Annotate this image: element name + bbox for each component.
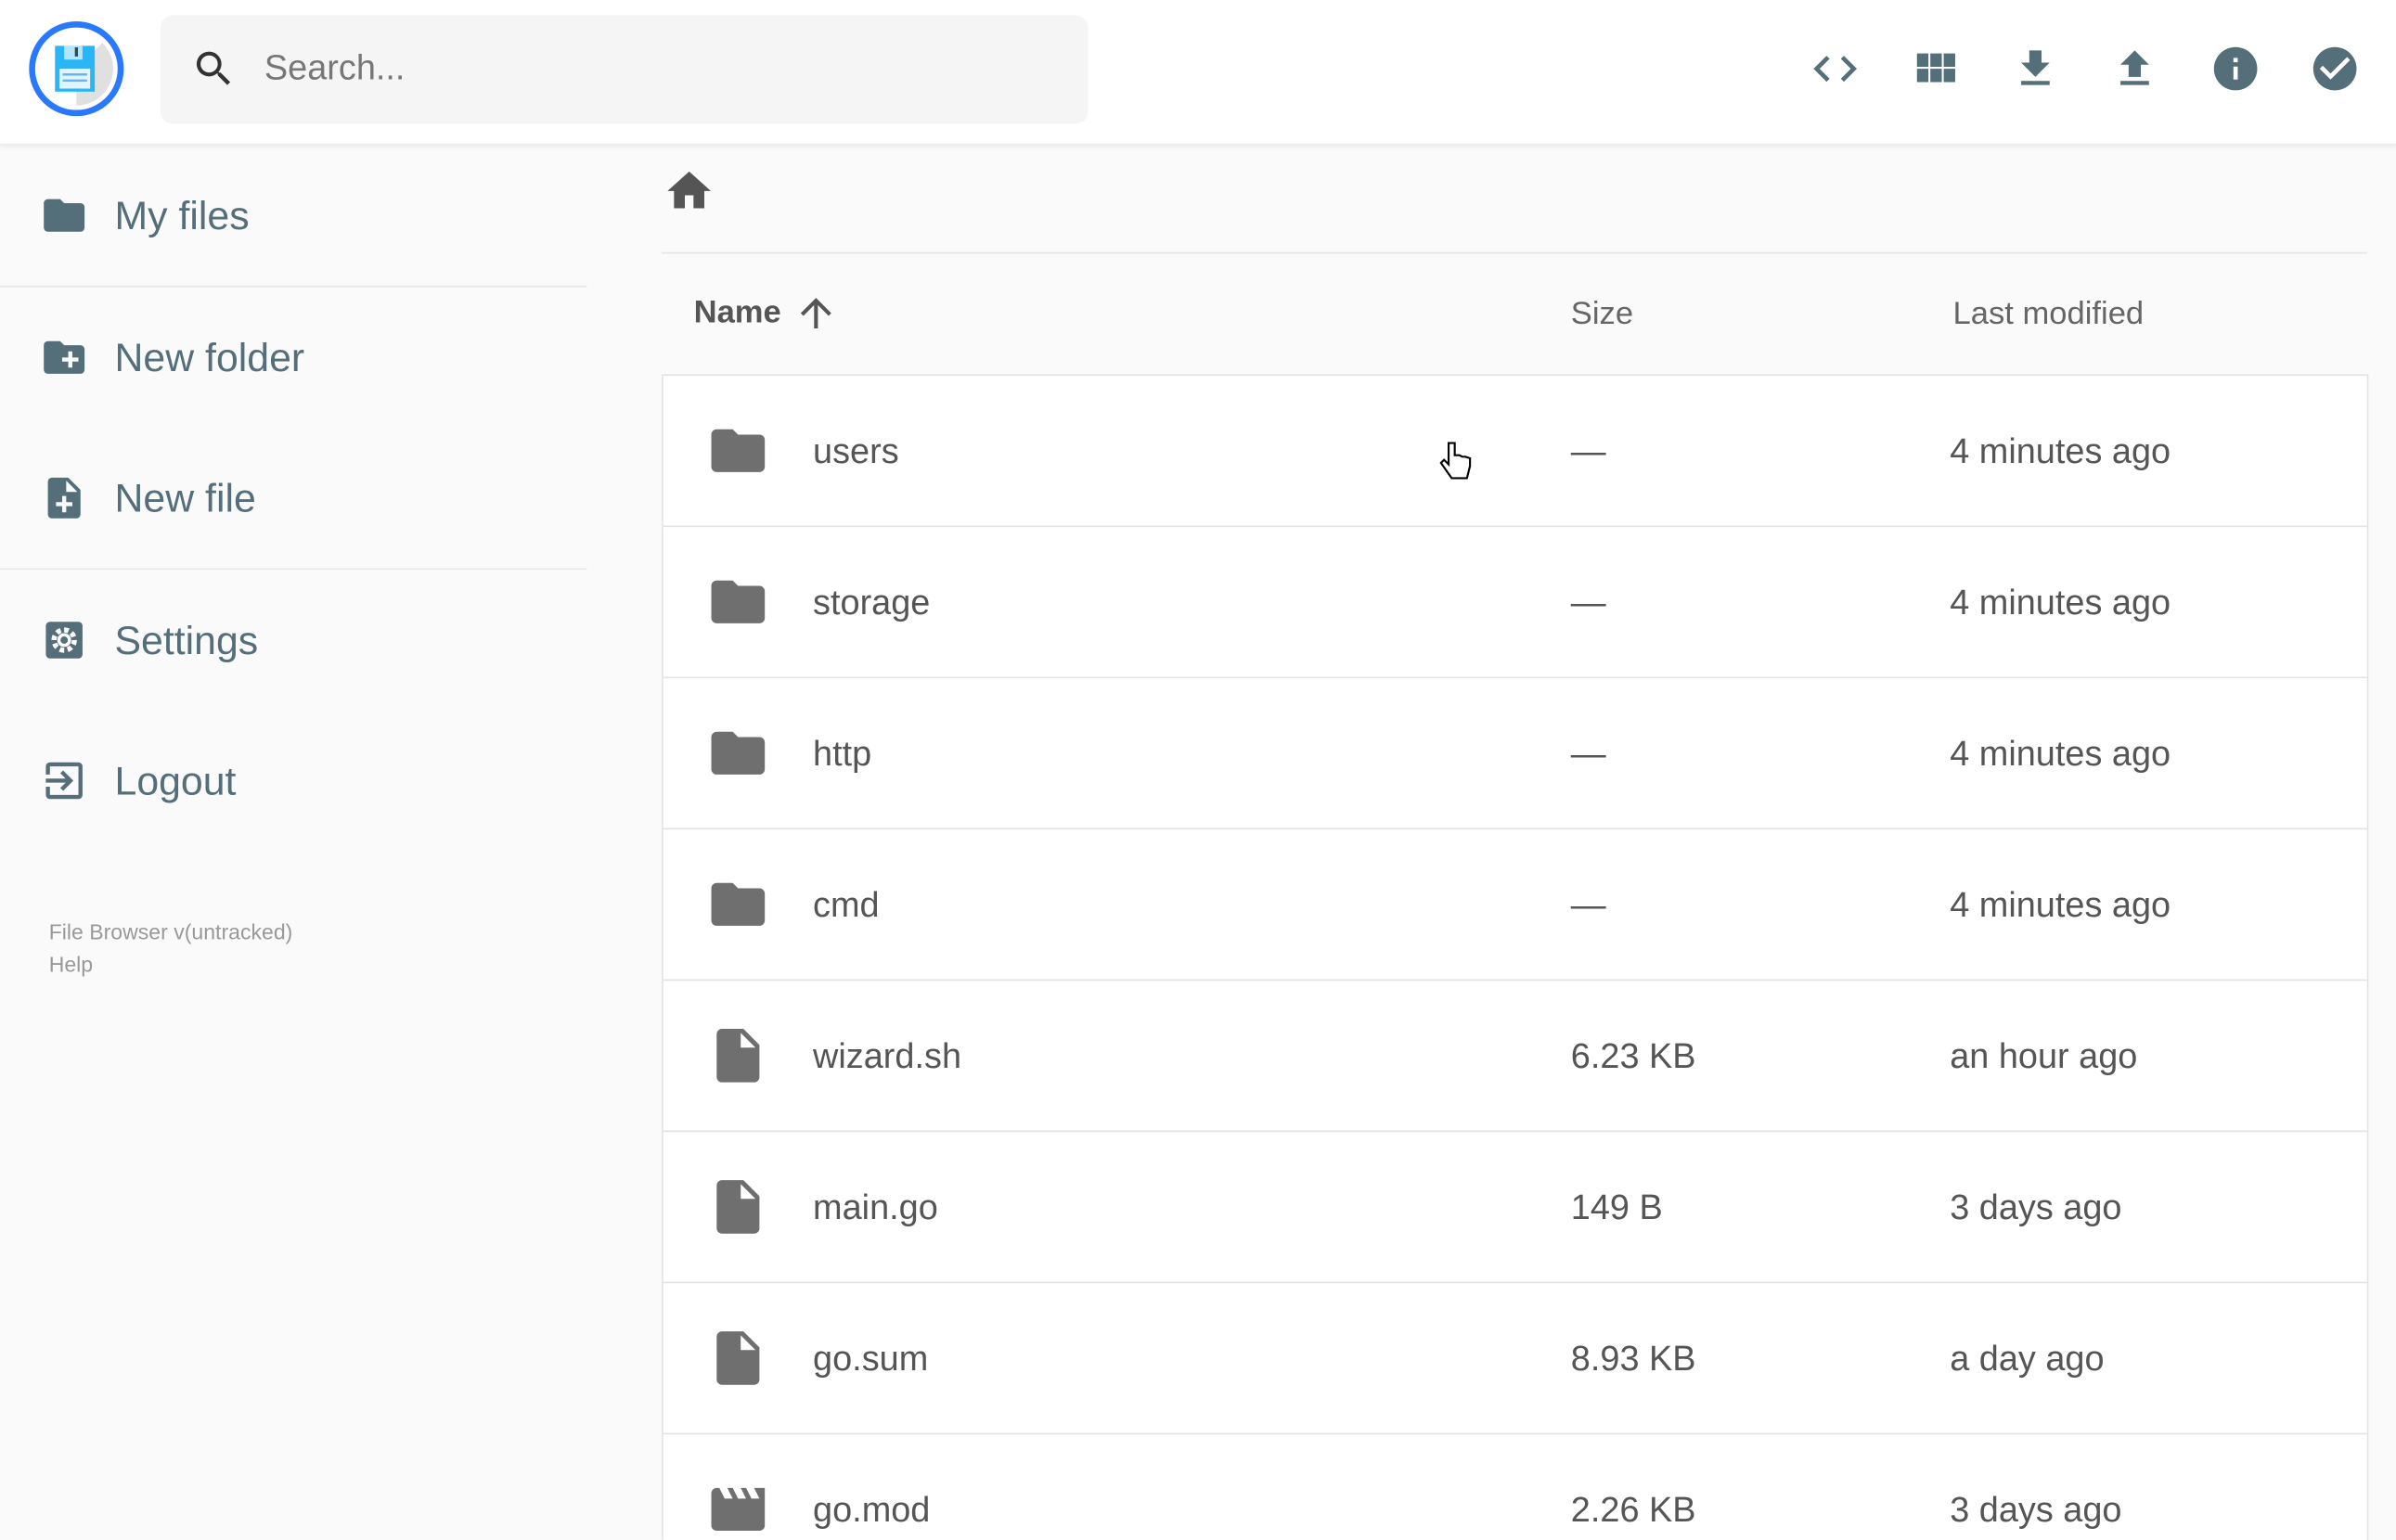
folder-icon — [711, 731, 766, 775]
file-size: 2.26 KB — [1570, 1489, 1696, 1530]
sidebar-footer: File Browser v(untracked) Help — [49, 917, 293, 981]
logout-icon — [45, 762, 83, 800]
file-row[interactable]: cmd — 4 minutes ago — [663, 829, 2367, 982]
divider — [662, 251, 2367, 254]
sidebar-item-label: New file — [114, 474, 256, 520]
file-name: go.mod — [813, 1489, 931, 1530]
file-icon — [716, 1180, 760, 1234]
file-size: 8.93 KB — [1570, 1338, 1696, 1379]
help-link[interactable]: Help — [48, 951, 94, 977]
home-icon — [667, 171, 711, 209]
file-modified: 4 minutes ago — [1950, 582, 2171, 622]
file-name: cmd — [813, 884, 880, 925]
arrow-up-icon — [801, 298, 832, 329]
check-circle-icon — [2312, 46, 2357, 91]
settings-icon — [45, 622, 83, 659]
file-row[interactable]: go.mod 2.26 KB 3 days ago — [663, 1434, 2367, 1540]
sidebar-item-label: Settings — [114, 616, 259, 662]
file-modified: 4 minutes ago — [1950, 733, 2171, 774]
file-name: storage — [813, 582, 931, 622]
file-size: — — [1570, 582, 1606, 622]
file-size: 149 B — [1570, 1187, 1663, 1227]
code-button[interactable] — [1805, 38, 1866, 99]
sidebar-item-new-folder[interactable]: New folder — [0, 288, 586, 428]
select-button[interactable] — [2304, 38, 2365, 99]
folder-icon — [711, 580, 766, 623]
file-row[interactable]: storage — 4 minutes ago — [663, 527, 2367, 679]
sidebar-item-label: New folder — [114, 333, 305, 380]
file-modified: 3 days ago — [1950, 1187, 2122, 1227]
sidebar: My files New folder New file Settings Lo… — [0, 145, 587, 851]
movie-icon — [711, 1487, 766, 1531]
search-bar — [160, 15, 1089, 124]
breadcrumb-home[interactable] — [663, 165, 715, 225]
file-row[interactable]: users — 4 minutes ago — [663, 376, 2367, 528]
file-size: — — [1570, 430, 1606, 471]
file-modified: a day ago — [1950, 1338, 2105, 1379]
folder-icon — [711, 882, 766, 926]
info-button[interactable] — [2205, 38, 2266, 99]
file-modified: an hour ago — [1950, 1035, 2138, 1076]
column-header-modified[interactable]: Last modified — [1952, 296, 2145, 332]
file-name: users — [813, 430, 899, 471]
file-size: — — [1570, 884, 1606, 925]
folder-icon — [44, 199, 85, 232]
file-icon — [716, 1331, 760, 1385]
divider — [0, 285, 587, 288]
logo[interactable] — [29, 21, 124, 117]
folder-icon — [711, 429, 766, 472]
file-name: http — [813, 733, 872, 774]
sidebar-item-settings[interactable]: Settings — [0, 570, 586, 710]
column-header-size[interactable]: Size — [1570, 296, 1634, 332]
hand-cursor-icon — [1439, 442, 1472, 480]
file-row[interactable]: http — 4 minutes ago — [663, 678, 2367, 830]
code-icon — [1813, 56, 1858, 83]
download-button[interactable] — [2004, 38, 2066, 99]
file-row[interactable]: wizard.sh 6.23 KB an hour ago — [663, 981, 2367, 1133]
file-size: — — [1570, 733, 1606, 774]
sidebar-item-my-files[interactable]: My files — [0, 145, 586, 285]
info-icon — [2213, 46, 2258, 91]
note-add-icon — [47, 477, 81, 519]
search-icon — [196, 51, 231, 85]
divider — [0, 568, 587, 571]
file-size: 6.23 KB — [1570, 1035, 1696, 1076]
create-new-folder-icon — [44, 340, 85, 374]
column-label: Name — [693, 294, 781, 330]
file-modified: 3 days ago — [1950, 1489, 2122, 1530]
top-bar — [0, 0, 2396, 146]
view-mode-button[interactable] — [1905, 38, 1966, 99]
sidebar-item-label: My files — [114, 191, 250, 238]
version-link[interactable]: File Browser v(untracked) — [48, 919, 293, 944]
floppy-disk-icon — [55, 43, 113, 106]
sidebar-item-logout[interactable]: Logout — [0, 711, 586, 851]
file-row[interactable]: go.sum 8.93 KB a day ago — [663, 1283, 2367, 1435]
file-list: users — 4 minutes ago storage — 4 minutes ago… — [662, 374, 2369, 1540]
upload-icon — [2120, 50, 2149, 85]
sidebar-item-new-file[interactable]: New file — [0, 428, 586, 568]
file-modified: 4 minutes ago — [1950, 430, 2171, 471]
file-name: main.go — [813, 1187, 938, 1227]
upload-button[interactable] — [2105, 38, 2166, 99]
file-name: wizard.sh — [813, 1035, 962, 1076]
file-row[interactable]: main.go 149 B 3 days ago — [663, 1132, 2367, 1284]
grid-view-icon — [1916, 53, 1955, 83]
file-modified: 4 minutes ago — [1950, 884, 2171, 925]
sidebar-item-label: Logout — [114, 756, 237, 803]
search-input[interactable] — [261, 45, 1032, 91]
file-icon — [716, 1029, 760, 1083]
column-header-name[interactable]: Name — [694, 290, 840, 336]
download-icon — [2021, 50, 2050, 85]
file-name: go.sum — [813, 1338, 929, 1379]
